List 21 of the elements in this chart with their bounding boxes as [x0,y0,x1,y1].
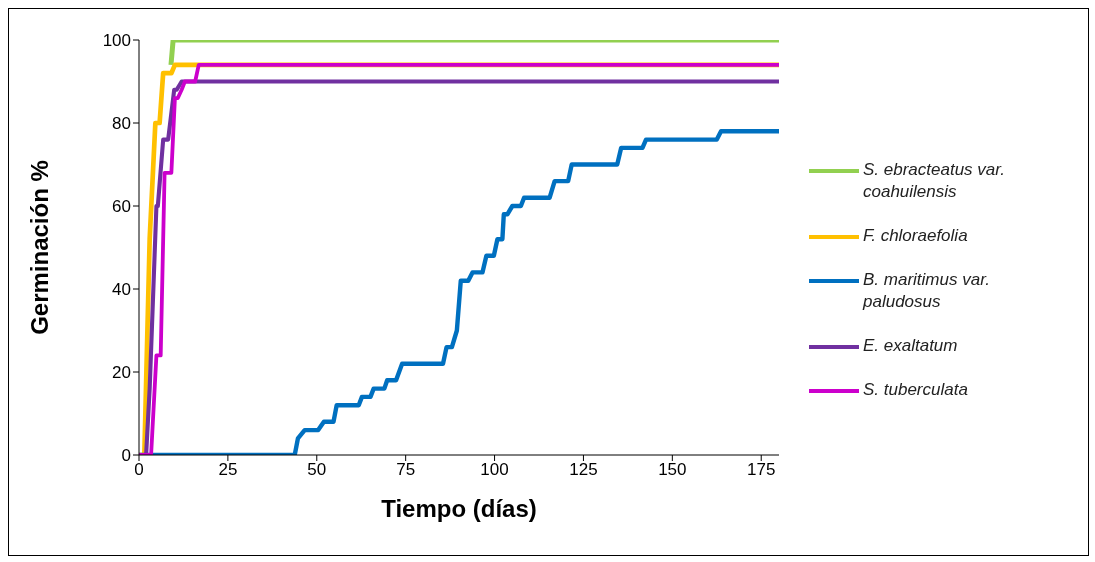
x-tick-label: 100 [480,460,509,480]
x-tick-label: 175 [747,460,776,480]
y-tick-label: 60 [112,197,131,217]
y-tick-label: 80 [112,114,131,134]
x-tick-label: 25 [218,460,238,480]
y-tick-label: 40 [112,280,131,300]
x-tick-label: 125 [569,460,598,480]
x-axis-title: Tiempo (días) [381,495,537,522]
legend-label: S. ebracteatus var. coahuilensis [863,159,1007,203]
x-tick-label: 75 [396,460,416,480]
legend-label: B. maritimus var. paludosus [863,269,991,313]
y-tick-label: 20 [112,363,131,383]
x-tick-label: 0 [134,460,144,480]
x-tick-label: 150 [658,460,687,480]
legend-label: F. chloraefolia [863,225,968,247]
legend-label: S. tuberculata [863,379,968,401]
y-tick-label: 0 [121,446,131,466]
legend-label: E. exaltatum [863,335,958,357]
y-axis-title: Germinación % [25,160,53,335]
x-tick-label: 50 [307,460,327,480]
y-tick-label: 100 [102,31,131,51]
